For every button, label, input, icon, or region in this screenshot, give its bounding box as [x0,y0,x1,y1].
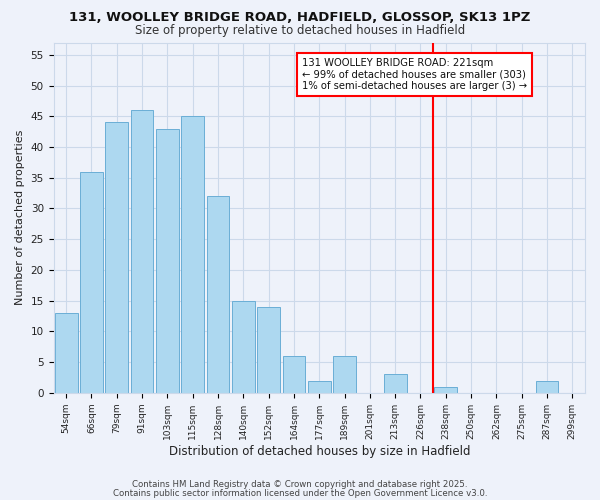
Bar [536,380,559,393]
Bar [55,313,77,393]
Bar [181,116,204,393]
Bar [283,356,305,393]
Text: Contains public sector information licensed under the Open Government Licence v3: Contains public sector information licen… [113,489,487,498]
X-axis label: Distribution of detached houses by size in Hadfield: Distribution of detached houses by size … [169,444,470,458]
Bar [333,356,356,393]
Bar [106,122,128,393]
Bar [257,307,280,393]
Text: Size of property relative to detached houses in Hadfield: Size of property relative to detached ho… [135,24,465,37]
Text: 131 WOOLLEY BRIDGE ROAD: 221sqm
← 99% of detached houses are smaller (303)
1% of: 131 WOOLLEY BRIDGE ROAD: 221sqm ← 99% of… [302,58,527,91]
Bar [156,128,179,393]
Bar [131,110,154,393]
Bar [434,386,457,393]
Bar [232,300,255,393]
Text: 131, WOOLLEY BRIDGE ROAD, HADFIELD, GLOSSOP, SK13 1PZ: 131, WOOLLEY BRIDGE ROAD, HADFIELD, GLOS… [70,11,530,24]
Bar [308,380,331,393]
Bar [384,374,407,393]
Bar [80,172,103,393]
Y-axis label: Number of detached properties: Number of detached properties [15,130,25,306]
Text: Contains HM Land Registry data © Crown copyright and database right 2025.: Contains HM Land Registry data © Crown c… [132,480,468,489]
Bar [206,196,229,393]
